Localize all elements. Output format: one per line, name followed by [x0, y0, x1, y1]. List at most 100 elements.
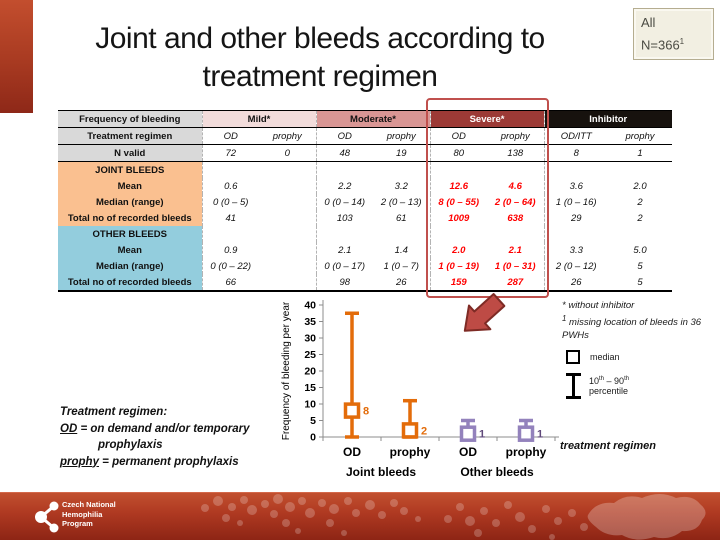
median-marker-icon [566, 350, 580, 364]
organization-name: Czech National Hemophilia Program [62, 500, 116, 528]
arrow-severe-to-chart [463, 293, 506, 332]
data-cell [259, 242, 316, 258]
data-cell: 26 [543, 274, 609, 291]
category-label: prophy [390, 445, 431, 459]
y-tick-label: 10 [304, 399, 316, 411]
pattern-dot [247, 505, 257, 515]
table-row: Median (range) 0 (0 – 22) 0 (0 – 17) 1 (0 –… [58, 258, 672, 274]
data-cell: 2 (0 – 64) [494, 196, 536, 208]
bleeding-frequency-table: Frequency of bleeding Mild* Moderate* Sever… [58, 110, 673, 292]
regimen-definitions-title: Treatment regimen: [60, 406, 168, 418]
data-cell [259, 194, 316, 210]
nvalid-cell: 72 [201, 144, 259, 162]
pattern-dot [480, 507, 488, 515]
table-row: Mean 0.9 2.1 1.4 2.0 2.1 3.3 5.0 [58, 242, 672, 258]
y-axis-title: Frequency of bleeding per year [281, 301, 292, 440]
pattern-dot [549, 534, 555, 540]
y-tick-label: 5 [310, 415, 316, 427]
pattern-dot [352, 509, 360, 517]
median-marker [401, 422, 419, 439]
table-row: Mean 0.6 2.2 3.2 12.6 4.6 3.6 2.0 [58, 178, 672, 194]
pattern-dot [273, 494, 283, 504]
y-tick-label: 20 [304, 366, 316, 378]
data-cell: 103 [315, 210, 374, 226]
pattern-dot [270, 510, 278, 518]
badge-line-all: All [641, 15, 656, 30]
pattern-dot [390, 499, 398, 507]
data-cell: 41 [201, 210, 259, 226]
data-cell: 0.9 [201, 242, 259, 258]
pattern-dot [344, 497, 352, 505]
pattern-dot [298, 497, 306, 505]
pattern-dot [378, 511, 386, 519]
table-row: Frequency of bleeding Mild* Moderate* Sever… [58, 110, 673, 128]
median-value-label: 8 [363, 406, 369, 418]
data-cell: 1.4 [394, 244, 408, 256]
nvalid-cell: 138 [487, 144, 545, 162]
table-row: JOINT BLEEDS [58, 161, 672, 179]
pattern-dot [542, 505, 550, 513]
table-row: N valid 72 0 48 19 80 138 8 1 [58, 144, 673, 162]
row-label: Mean [58, 178, 202, 194]
row-label: Total no of recorded bleeds [58, 274, 202, 291]
legend-percentile: 10th – 90th percentile [566, 373, 716, 399]
pattern-dot [554, 517, 562, 525]
regimen-cell: OD [201, 127, 259, 145]
column-group-header: Mild* [201, 110, 317, 128]
data-cell: 0 (0 – 22) [201, 258, 259, 274]
empty-cell [608, 162, 672, 179]
data-cell [259, 258, 316, 274]
pattern-dot [201, 504, 209, 512]
row-label-regimen: Treatment regimen [58, 127, 202, 145]
data-cell [259, 274, 316, 291]
nvalid-cell: 19 [373, 144, 431, 162]
pattern-dot [326, 519, 334, 527]
nvalid-cell: 8 [543, 144, 609, 162]
data-cell: 1 (0 – 16) [543, 194, 609, 210]
pattern-dot [465, 516, 475, 526]
data-cell: 2 (0 – 12) [543, 258, 609, 274]
pattern-dot [444, 515, 452, 523]
regimen-cell: prophy [373, 127, 431, 145]
empty-cell [201, 226, 259, 242]
data-cell: 61 [395, 212, 407, 224]
empty-cell [429, 226, 488, 242]
badge-superscript: 1 [679, 37, 685, 46]
percentile-whisker-icon [566, 373, 581, 399]
pattern-dot [456, 503, 464, 511]
top-left-accent-bar [0, 0, 33, 113]
pattern-dot [228, 503, 236, 511]
chart-legend: median 10th – 90th percentile [566, 350, 716, 408]
row-label: Mean [58, 242, 202, 258]
group-label: Other bleeds [460, 465, 534, 479]
data-cell: 0 (0 – 14) [315, 194, 374, 210]
pattern-dot [515, 512, 525, 522]
section-header: JOINT BLEEDS [58, 161, 202, 178]
empty-cell [259, 162, 316, 179]
data-cell: 3.2 [394, 180, 408, 192]
nvalid-cell: 0 [259, 144, 317, 162]
data-cell: 12.6 [429, 178, 488, 194]
pattern-dot [341, 530, 347, 536]
pattern-dot [580, 523, 588, 531]
title-line-2: treatment regimen [202, 60, 438, 93]
pattern-dot [305, 508, 315, 518]
regimen-cell: OD/ITT [543, 127, 609, 145]
median-value-label: 1 [479, 429, 485, 441]
data-cell: 638 [507, 212, 524, 224]
empty-cell [373, 226, 430, 242]
nvalid-cell: 48 [315, 144, 374, 162]
pattern-dot [295, 528, 301, 534]
data-cell: 2 [637, 212, 643, 224]
y-tick-label: 0 [310, 432, 316, 444]
population-badge: All N=3661 [633, 8, 714, 60]
empty-cell [543, 226, 609, 242]
y-tick-label: 25 [304, 349, 316, 361]
note-superscript: 1 [562, 314, 567, 323]
data-cell: 66 [201, 274, 259, 291]
nvalid-cell: 80 [429, 144, 488, 162]
pattern-dot [528, 525, 536, 533]
data-cell: 2.1 [315, 242, 374, 258]
data-cell: 0 (0 – 17) [315, 258, 374, 274]
